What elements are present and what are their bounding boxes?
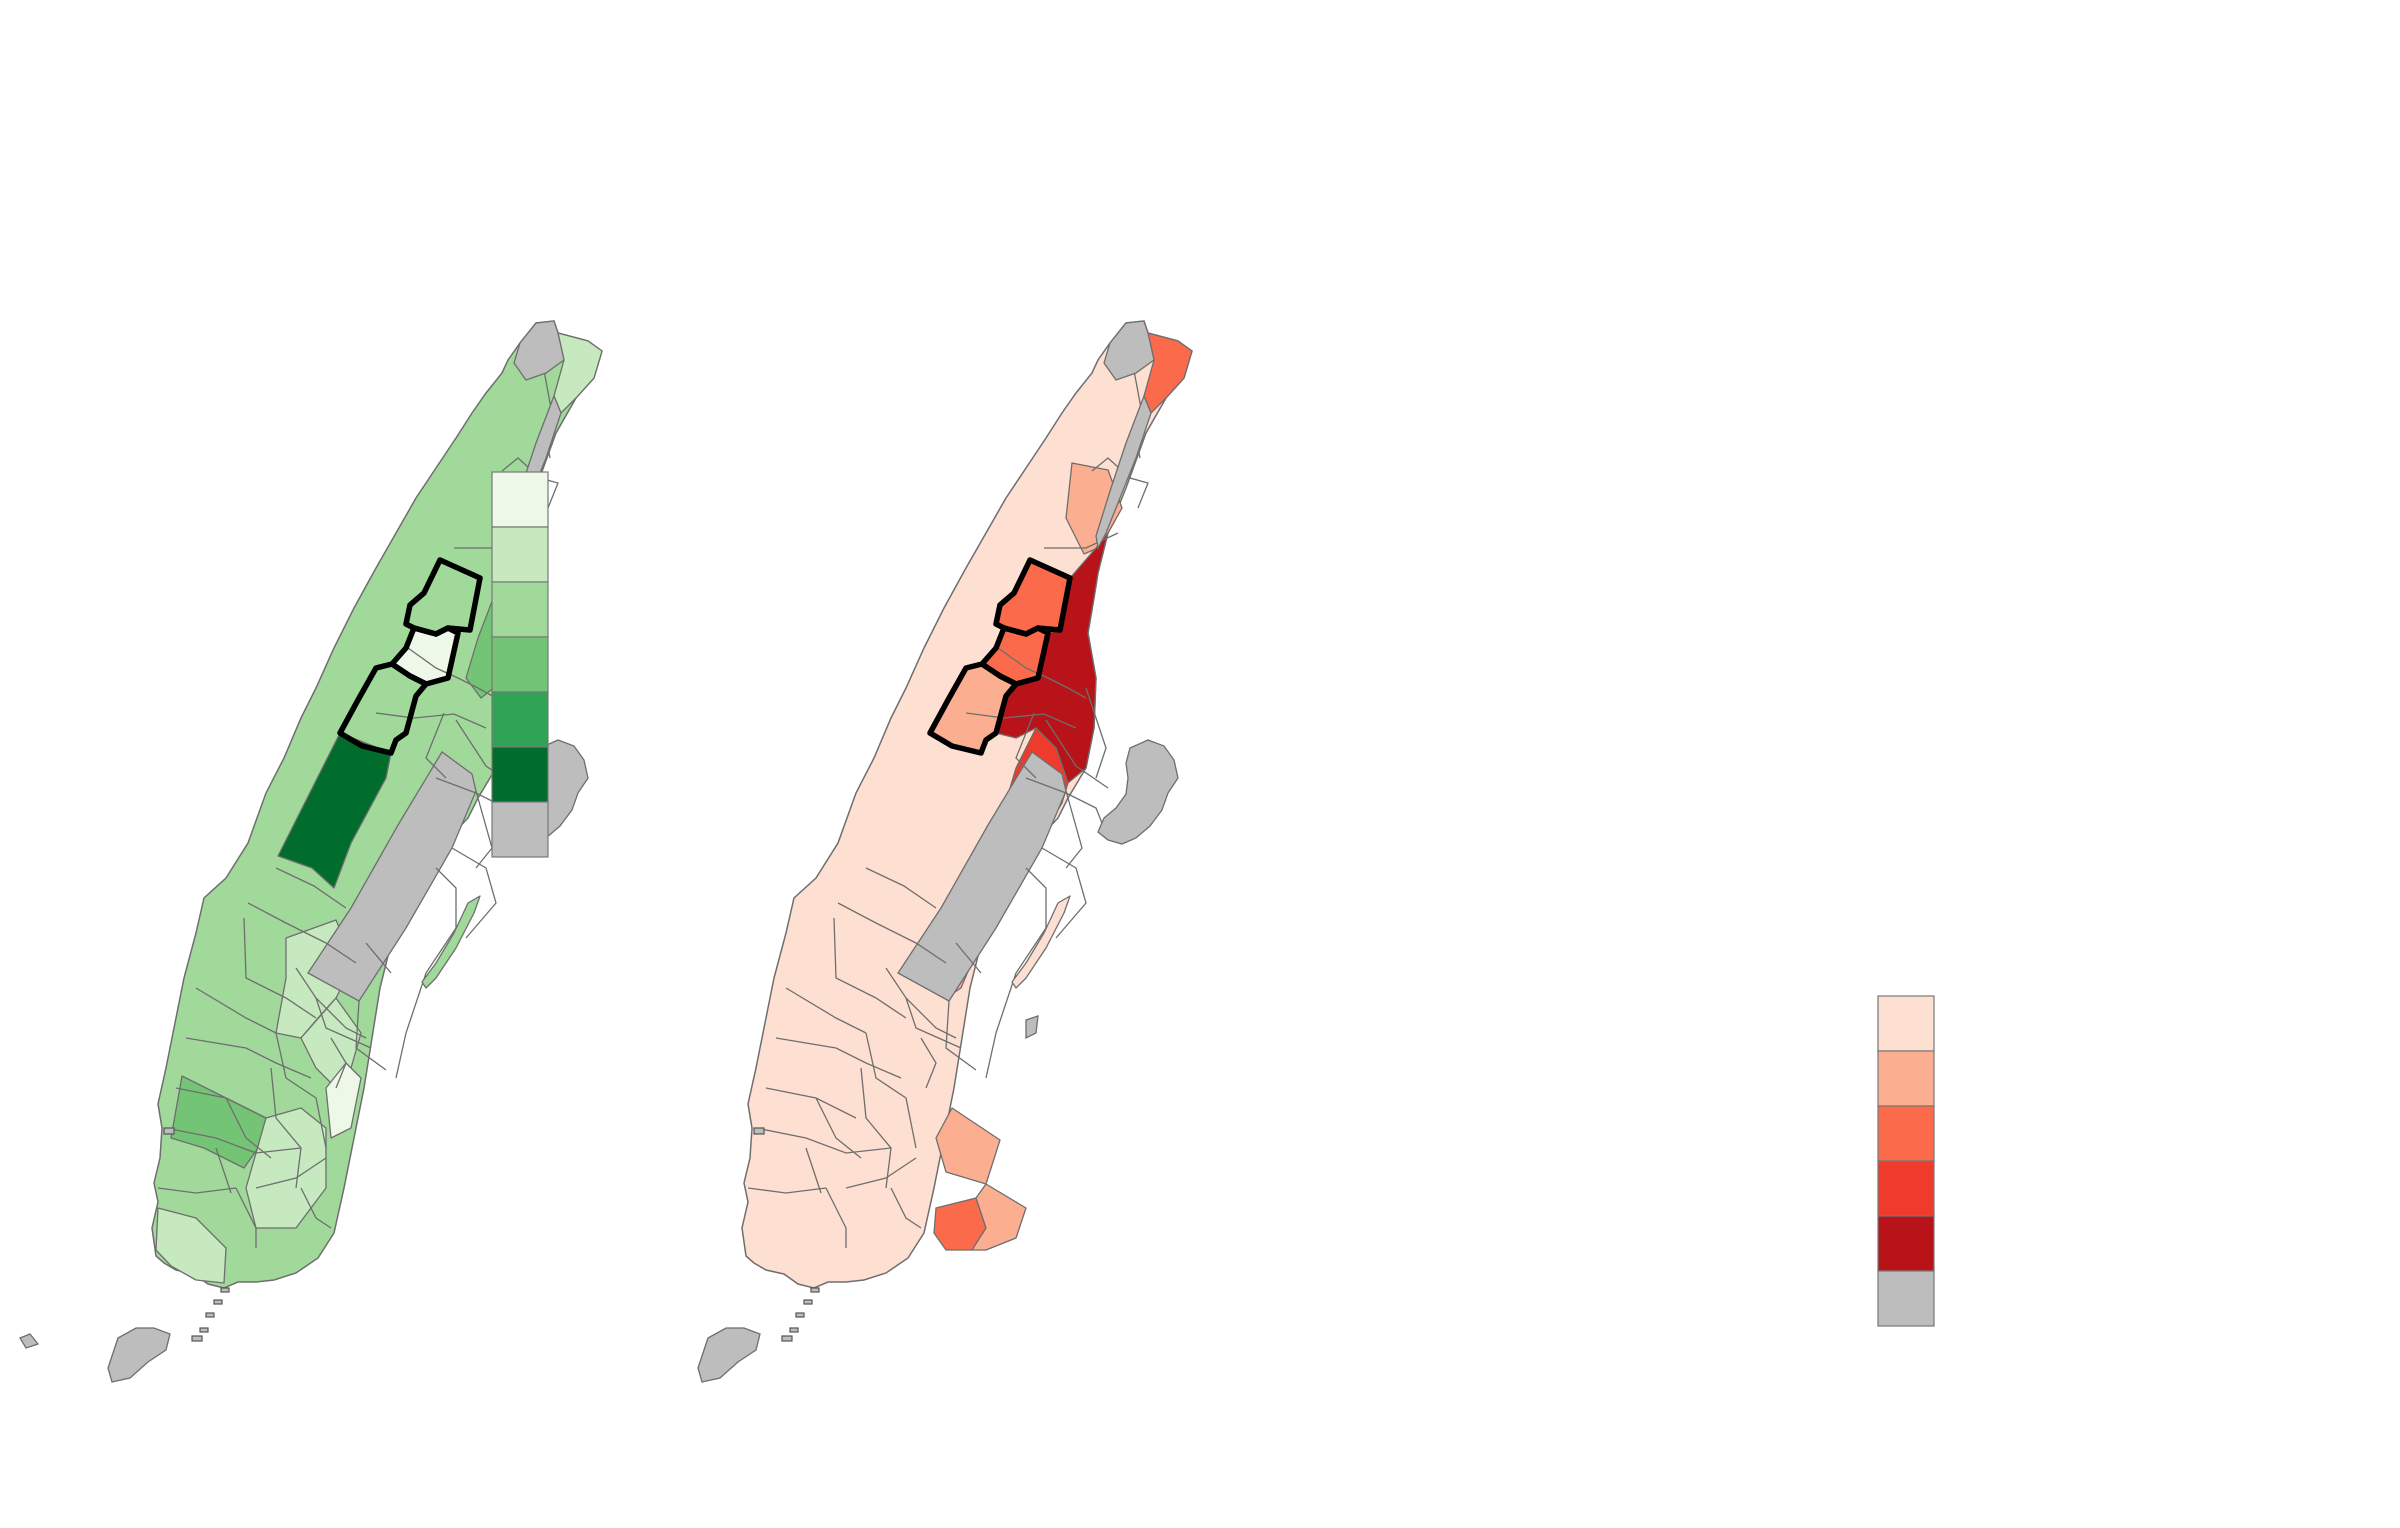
tract-uws-dark — [277, 732, 392, 889]
legend-swatch — [491, 526, 549, 583]
legend-swatch — [491, 636, 549, 693]
governors-island — [697, 1327, 761, 1383]
marble-hill — [1103, 320, 1155, 381]
legend-swatch — [1877, 1270, 1935, 1327]
highlight-district-3 — [337, 661, 429, 756]
right-map — [697, 320, 1193, 1383]
piers — [753, 1127, 820, 1342]
roosevelt-island — [421, 895, 481, 989]
tract-fidi — [155, 1207, 227, 1284]
legend-swatch — [1877, 1160, 1935, 1217]
legend-right — [1877, 995, 1935, 1327]
piers — [163, 1127, 230, 1342]
highlight-district-2 — [389, 625, 461, 687]
legend-swatch — [491, 691, 549, 748]
tract-gramercy — [935, 1107, 1001, 1185]
tract-les-palest — [325, 1062, 362, 1139]
tract-north-tip — [1143, 332, 1193, 414]
governors-island — [107, 1327, 171, 1383]
highlight-district-2 — [979, 625, 1051, 687]
roosevelt-island — [1011, 895, 1071, 989]
legend-swatch — [491, 801, 549, 858]
midtown-gray-block — [1025, 1015, 1039, 1040]
left-map — [19, 320, 603, 1383]
liberty-island — [19, 1333, 40, 1349]
marble-hill — [513, 320, 565, 381]
east-harlem-strip — [1095, 394, 1152, 550]
tract-lower-salmon — [971, 1183, 1027, 1251]
legend-swatch — [1877, 995, 1935, 1052]
randalls-island — [1097, 739, 1179, 845]
legend-left — [491, 471, 549, 858]
legend-swatch — [1877, 1215, 1935, 1272]
legend-swatch — [491, 471, 549, 528]
legend-swatch — [1877, 1105, 1935, 1162]
legend-swatch — [491, 581, 549, 638]
tract-north-tip — [553, 332, 603, 414]
highlight-district-3 — [927, 661, 1019, 756]
legend-swatch — [1877, 1050, 1935, 1107]
legend-swatch — [491, 746, 549, 803]
